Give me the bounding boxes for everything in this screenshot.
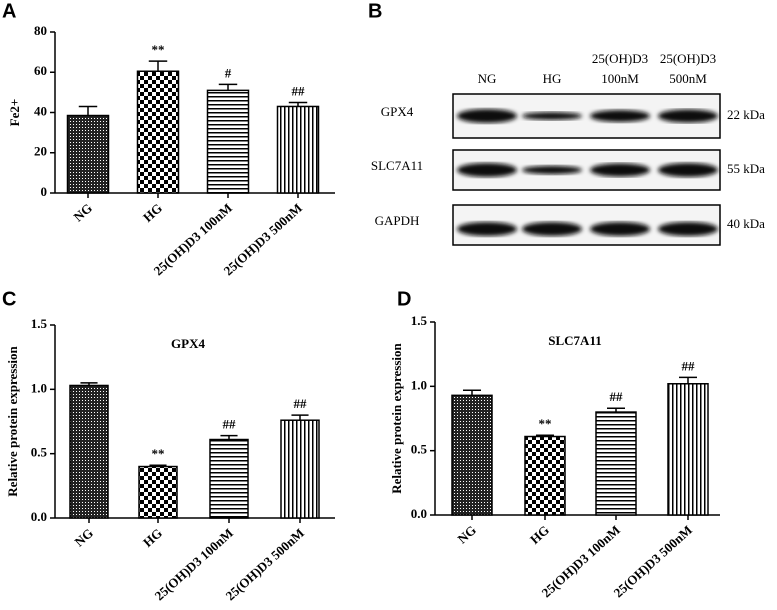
y-tick-label: 20 [34,144,47,159]
bar [451,394,493,516]
y-tick-label: 0.5 [31,445,48,460]
chart-title: SLC7A11 [548,333,601,348]
blot-band [522,112,582,120]
panel-label: A [2,0,16,22]
bar [136,70,180,194]
blot-band [658,222,718,236]
panel-label: C [2,288,16,310]
y-tick-label: 60 [34,63,47,78]
blot-band [522,222,582,236]
lane-label: NG [478,71,497,86]
bar [524,435,566,516]
blot-band [457,222,517,236]
blot-band [457,109,517,123]
significance-label: ## [294,396,308,411]
bar [206,89,250,194]
protein-label: SLC7A11 [371,158,423,173]
y-tick-label: 80 [34,23,47,38]
y-axis-label: Relative protein expression [5,346,20,497]
lane-label: 500nM [669,71,707,86]
blot-band [590,163,650,177]
y-tick-label: 0 [41,184,48,199]
panel-label: D [397,288,411,310]
chart-title: GPX4 [171,336,205,351]
x-tick-label: HG [140,200,165,225]
bar [69,384,109,519]
y-tick-label: 0.5 [411,442,428,457]
lane-label: 100nM [601,71,639,86]
y-axis-label: Fe2+ [7,99,22,127]
blot-band [590,222,650,236]
x-tick-label: 25(OH)D3 500nM [611,522,695,600]
significance-label: # [225,65,232,80]
bar [66,114,110,194]
significance-label: ** [152,446,165,461]
x-tick-label: HG [527,522,552,547]
protein-label: GAPDH [375,213,420,228]
significance-label: ## [223,417,237,432]
y-tick-label: 1.5 [31,316,48,331]
blot-band [522,165,582,175]
significance-label: ## [610,389,624,404]
bar [138,465,178,519]
y-tick-label: 40 [34,103,47,118]
x-tick-label: NG [454,522,479,546]
y-tick-label: 0.0 [31,509,47,524]
blot-band [658,109,718,123]
panel-label: B [368,0,382,22]
bar [209,438,249,519]
bar [667,383,709,516]
x-tick-label: NG [70,200,95,224]
x-tick-label: NG [71,525,96,549]
blot-band [658,163,718,177]
significance-label: ** [152,42,165,57]
size-label: 22 kDa [727,107,765,122]
bar [276,105,320,194]
bar [280,419,320,519]
protein-label: GPX4 [381,104,414,119]
lane-label: 25(OH)D3 [592,51,648,66]
y-tick-label: 1.5 [411,313,428,328]
x-tick-label: HG [140,525,165,550]
y-tick-label: 0.0 [411,506,427,521]
lane-label: HG [543,71,562,86]
size-label: 40 kDa [727,216,765,231]
blot-band [457,163,517,177]
significance-label: ## [682,358,696,373]
y-tick-label: 1.0 [411,377,427,392]
blot-band [590,110,650,122]
size-label: 55 kDa [727,161,765,176]
bar [595,411,637,516]
significance-label: ** [539,416,552,431]
y-tick-label: 1.0 [31,380,47,395]
significance-label: ## [292,83,306,98]
y-axis-label: Relative protein expression [389,343,404,494]
lane-label: 25(OH)D3 [660,51,716,66]
